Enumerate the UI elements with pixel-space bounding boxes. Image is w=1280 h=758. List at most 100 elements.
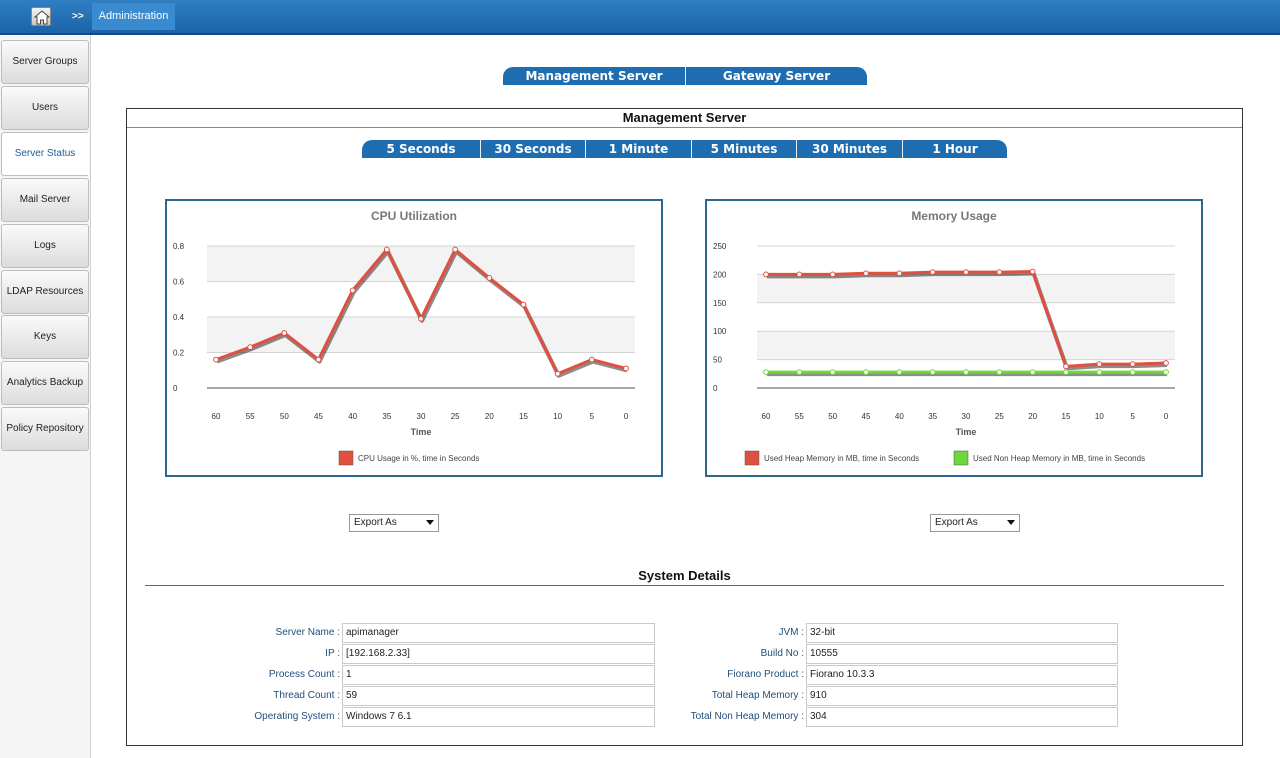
data-point bbox=[996, 369, 1003, 375]
x-axis-label: Time bbox=[956, 427, 977, 437]
data-point bbox=[1063, 369, 1069, 375]
data-point bbox=[247, 344, 254, 351]
data-point bbox=[281, 330, 288, 336]
x-tick-label: 10 bbox=[1095, 412, 1104, 421]
fiorano-product-label: Fiorano Product : bbox=[727, 669, 804, 680]
breadcrumb-administration[interactable]: Administration bbox=[92, 3, 175, 30]
process-count-label: Process Count : bbox=[268, 669, 340, 680]
legend-swatch bbox=[338, 450, 354, 466]
total-heap-memory-value: 910 bbox=[806, 686, 1118, 706]
build-no-value: 10555 bbox=[806, 644, 1118, 664]
data-point bbox=[213, 356, 219, 363]
home-icon bbox=[34, 10, 50, 25]
home-button[interactable] bbox=[31, 7, 51, 26]
legend-label: Used Non Heap Memory in MB, time in Seco… bbox=[973, 454, 1145, 463]
ip-value: [192.168.2.33] bbox=[342, 644, 655, 664]
sidebar-item-mail-server[interactable]: Mail Server bbox=[1, 178, 89, 222]
y-tick-label: 250 bbox=[713, 242, 727, 251]
data-point bbox=[452, 246, 459, 253]
x-tick-label: 10 bbox=[553, 412, 562, 421]
tab-1-hour[interactable]: 1 Hour bbox=[902, 140, 1007, 158]
x-tick-label: 45 bbox=[862, 412, 871, 421]
x-tick-label: 25 bbox=[995, 412, 1004, 421]
data-point bbox=[896, 270, 903, 277]
y-tick-label: 0.4 bbox=[173, 313, 185, 322]
chevron-down-icon bbox=[1007, 520, 1015, 525]
tab-5-seconds[interactable]: 5 Seconds bbox=[386, 142, 456, 156]
data-point bbox=[929, 269, 936, 276]
x-tick-label: 0 bbox=[624, 412, 629, 421]
data-point bbox=[763, 271, 769, 278]
data-point bbox=[1029, 369, 1036, 375]
x-tick-label: 0 bbox=[1164, 412, 1169, 421]
sidebar-item-ldap-resources[interactable]: LDAP Resources bbox=[1, 270, 89, 314]
sidebar-item-keys[interactable]: Keys bbox=[1, 315, 89, 359]
sidebar-item-analytics-backup[interactable]: Analytics Backup bbox=[1, 361, 89, 405]
tab-gateway-server[interactable]: Gateway Server bbox=[685, 67, 867, 85]
data-point bbox=[486, 275, 493, 281]
x-tick-label: 55 bbox=[795, 412, 804, 421]
interval-tabs: 5 Seconds 30 Seconds 1 Minute 5 Minutes … bbox=[362, 140, 1007, 158]
x-tick-label: 55 bbox=[246, 412, 255, 421]
x-tick-label: 20 bbox=[485, 412, 494, 421]
data-point bbox=[623, 365, 629, 372]
y-tick-label: 0.6 bbox=[173, 278, 185, 287]
x-tick-label: 25 bbox=[451, 412, 460, 421]
x-tick-label: 50 bbox=[280, 412, 289, 421]
tab-management-server[interactable]: Management Server bbox=[525, 69, 663, 83]
y-tick-label: 0.8 bbox=[173, 242, 185, 251]
operating-system-label: Operating System : bbox=[254, 711, 340, 722]
sidebar-item-policy-repository[interactable]: Policy Repository bbox=[1, 407, 89, 451]
chart-title: CPU Utilization bbox=[371, 209, 457, 223]
data-point bbox=[383, 246, 390, 253]
data-point bbox=[963, 269, 969, 276]
sidebar-item-users[interactable]: Users bbox=[1, 86, 89, 130]
tab-5-minutes[interactable]: 5 Minutes bbox=[691, 140, 796, 158]
system-details-title: System Details bbox=[145, 568, 1224, 586]
data-point bbox=[1096, 369, 1103, 375]
x-tick-label: 30 bbox=[962, 412, 971, 421]
data-point bbox=[1129, 361, 1136, 368]
tab-30-seconds[interactable]: 30 Seconds bbox=[480, 140, 585, 158]
data-point bbox=[929, 369, 936, 375]
legend-label: CPU Usage in %, time in Seconds bbox=[358, 454, 479, 463]
ip-label: IP : bbox=[325, 648, 340, 659]
x-tick-label: 20 bbox=[1028, 412, 1037, 421]
jvm-label: JVM : bbox=[778, 627, 804, 638]
process-count-value: 1 bbox=[342, 665, 655, 685]
data-point bbox=[963, 369, 969, 375]
build-no-label: Build No : bbox=[760, 648, 804, 659]
cpu-export-label: Export As bbox=[354, 517, 397, 528]
memory-export-select[interactable]: Export As bbox=[930, 514, 1020, 532]
data-point bbox=[418, 315, 424, 322]
data-point bbox=[796, 369, 803, 375]
total-non-heap-memory-label: Total Non Heap Memory : bbox=[690, 711, 804, 722]
data-point bbox=[996, 269, 1003, 276]
x-tick-label: 40 bbox=[348, 412, 357, 421]
data-point bbox=[315, 356, 322, 363]
x-axis-label: Time bbox=[411, 427, 432, 437]
tab-30-minutes[interactable]: 30 Minutes bbox=[796, 140, 902, 158]
data-point bbox=[863, 369, 869, 375]
chevron-down-icon bbox=[426, 520, 434, 525]
sidebar-item-server-status[interactable]: Server Status bbox=[1, 132, 89, 176]
legend-swatch bbox=[953, 450, 969, 466]
sidebar-item-server-groups[interactable]: Server Groups bbox=[1, 40, 89, 84]
x-tick-label: 50 bbox=[828, 412, 837, 421]
legend-swatch bbox=[744, 450, 760, 466]
cpu-chart: CPU Utilization 0 0.2 0.4 0.6 0.8 60 55 50 45 40 35… bbox=[165, 199, 663, 477]
grid-band bbox=[207, 246, 635, 282]
thread-count-value: 59 bbox=[342, 686, 655, 706]
chart-title: Memory Usage bbox=[911, 209, 997, 223]
server-name-label: Server Name : bbox=[275, 627, 340, 638]
jvm-value: 32-bit bbox=[806, 623, 1118, 643]
tab-1-minute[interactable]: 1 Minute bbox=[585, 140, 691, 158]
cpu-export-select[interactable]: Export As bbox=[349, 514, 439, 532]
data-point bbox=[896, 369, 903, 375]
x-tick-label: 35 bbox=[928, 412, 937, 421]
data-point bbox=[763, 369, 769, 375]
y-tick-label: 0.2 bbox=[173, 349, 185, 358]
management-server-panel: Management Server bbox=[126, 108, 1243, 746]
x-tick-label: 30 bbox=[417, 412, 426, 421]
sidebar-item-logs[interactable]: Logs bbox=[1, 224, 89, 268]
